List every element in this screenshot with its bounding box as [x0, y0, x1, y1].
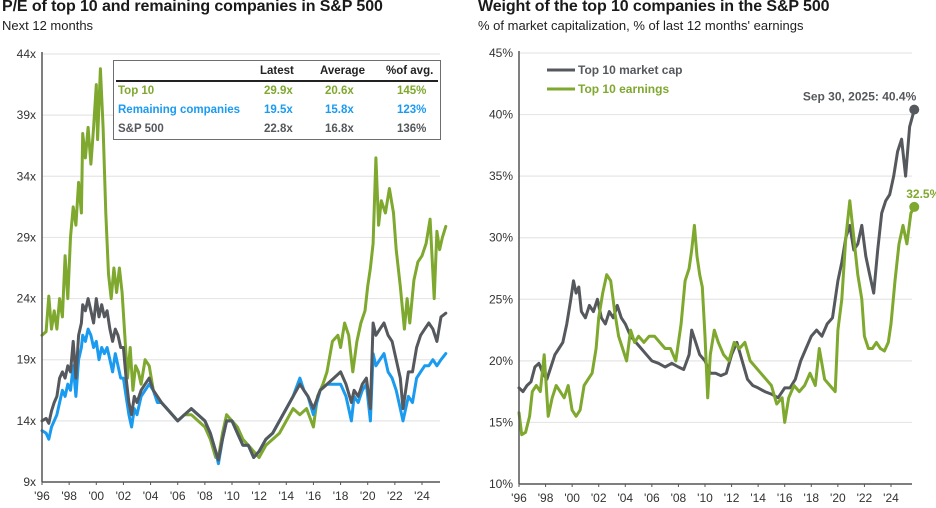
row-latest: 19.5x — [264, 104, 293, 116]
series-line-top-10-earnings — [517, 199, 916, 437]
x-tick-label: '96 — [34, 489, 50, 503]
pe-summary-table: Latest Average %of avg. Top 10 29.9x 20.… — [113, 60, 441, 140]
y-tick-label: 34x — [17, 169, 36, 183]
x-tick-label: '18 — [803, 491, 819, 505]
y-tick-label: 10% — [489, 477, 513, 491]
row-average: 15.8x — [325, 104, 354, 116]
x-tick-label: '20 — [830, 491, 846, 505]
row-average: 16.8x — [325, 123, 354, 135]
right-chart-subtitle: % of market capitalization, % of last 12… — [478, 18, 804, 33]
right-series-lines — [517, 108, 916, 437]
table-header-pct-of-avg: %of avg. — [386, 65, 434, 77]
x-tick-label: '06 — [170, 489, 186, 503]
y-tick-label: 29x — [17, 230, 36, 244]
x-tick-label: '16 — [777, 491, 793, 505]
x-tick-label: '16 — [306, 489, 322, 503]
x-tick-label: '98 — [61, 489, 77, 503]
end-point-marker — [909, 104, 920, 115]
x-tick-label: '22 — [857, 491, 873, 505]
y-tick-label: 44x — [17, 47, 36, 61]
annotation-market-cap: Sep 30, 2025: 40.4% — [803, 90, 917, 104]
x-tick-label: '22 — [387, 489, 403, 503]
x-tick-label: '20 — [360, 489, 376, 503]
left-series-lines — [40, 67, 448, 466]
row-pct: 123% — [397, 104, 427, 116]
x-tick-label: '08 — [671, 491, 687, 505]
x-tick-label: '02 — [116, 489, 132, 503]
x-tick-label: '08 — [197, 489, 213, 503]
row-label: Top 10 — [118, 85, 155, 97]
row-average: 20.6x — [325, 85, 354, 97]
x-tick-label: '00 — [88, 489, 104, 503]
row-label: S&P 500 — [118, 123, 164, 135]
row-latest: 22.8x — [264, 123, 293, 135]
y-tick-label: 39x — [17, 108, 36, 122]
x-tick-label: '06 — [644, 491, 660, 505]
y-tick-label: 45% — [489, 46, 513, 60]
y-tick-label: 9x — [23, 475, 36, 489]
table-header-rule — [116, 80, 438, 82]
x-tick-label: '96 — [511, 491, 527, 505]
x-tick-label: '24 — [414, 489, 430, 503]
y-tick-label: 20% — [489, 354, 513, 368]
y-tick-label: 15% — [489, 415, 513, 429]
right-annotations: Sep 30, 2025: 40.4% 32.5% — [803, 90, 936, 212]
x-tick-label: '04 — [617, 491, 633, 505]
x-tick-label: '04 — [143, 489, 159, 503]
y-tick-label: 40% — [489, 108, 513, 122]
x-tick-label: '14 — [750, 491, 766, 505]
x-tick-label: '00 — [564, 491, 580, 505]
x-tick-label: '12 — [724, 491, 740, 505]
table-header-latest: Latest — [260, 65, 294, 77]
x-tick-label: '02 — [591, 491, 607, 505]
right-legend: Top 10 market cap Top 10 earnings — [547, 63, 682, 96]
right-axes: 10% 15% 20% 25% 30% 35% 40% 45% '96 '98 '00 '02 '04 '… — [489, 46, 912, 505]
y-tick-label: 30% — [489, 231, 513, 245]
right-chart-title: Weight of the top 10 companies in the S&… — [478, 0, 830, 15]
left-chart-title: P/E of top 10 and remaining companies in… — [2, 0, 383, 15]
row-pct: 145% — [397, 85, 427, 97]
x-tick-label: '24 — [883, 491, 899, 505]
series-line-remaining-companies — [40, 327, 448, 466]
y-tick-label: 35% — [489, 169, 513, 183]
row-latest: 29.9x — [264, 85, 293, 97]
legend-label-earnings: Top 10 earnings — [578, 82, 669, 96]
y-tick-label: 19x — [17, 353, 36, 367]
y-tick-label: 24x — [17, 292, 36, 306]
x-tick-label: '10 — [697, 491, 713, 505]
left-chart-subtitle: Next 12 months — [2, 18, 94, 33]
row-label: Remaining companies — [118, 104, 241, 116]
y-tick-label: 25% — [489, 292, 513, 306]
left-axes: 9x 14x 19x 24x 29x 34x 39x 44x '96 '98 '00 '02 '04 '0… — [17, 47, 440, 503]
annotation-earnings: 32.5% — [906, 187, 936, 201]
table-header-average: Average — [320, 65, 365, 77]
x-tick-label: '98 — [538, 491, 554, 505]
x-tick-label: '14 — [278, 489, 294, 503]
right-gridlines — [519, 52, 912, 424]
end-point-marker — [909, 201, 920, 212]
y-tick-label: 14x — [17, 414, 36, 428]
row-pct: 136% — [397, 123, 427, 135]
legend-label-market-cap: Top 10 market cap — [578, 63, 682, 77]
x-tick-label: '10 — [224, 489, 240, 503]
x-tick-label: '18 — [333, 489, 349, 503]
series-line-s-p-500 — [40, 297, 448, 462]
x-tick-label: '12 — [251, 489, 267, 503]
